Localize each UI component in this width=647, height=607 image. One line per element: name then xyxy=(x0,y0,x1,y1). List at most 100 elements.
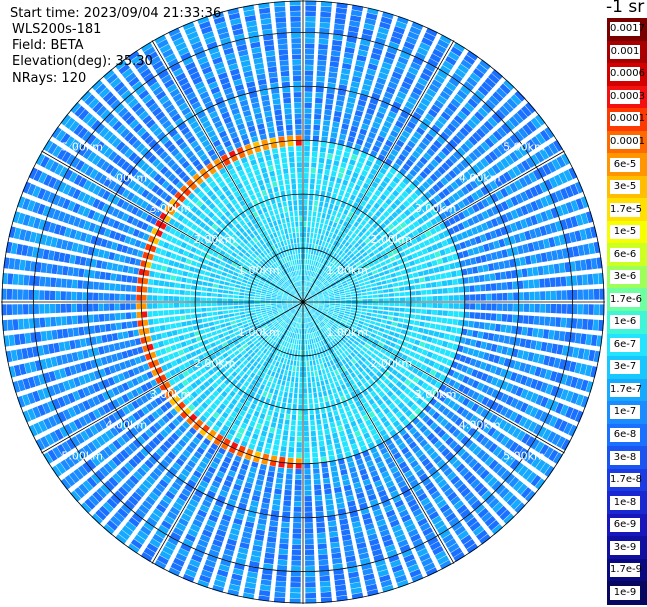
range-gate xyxy=(500,435,510,446)
range-gate xyxy=(366,136,374,144)
range-gate xyxy=(351,75,362,83)
range-gate xyxy=(46,330,53,341)
range-gate xyxy=(399,230,407,237)
range-gate xyxy=(421,335,428,341)
range-gate xyxy=(588,289,594,300)
range-gate xyxy=(373,298,379,302)
range-gate xyxy=(304,86,313,92)
range-gate xyxy=(267,392,273,399)
range-gate xyxy=(364,113,373,121)
range-gate xyxy=(472,68,485,79)
range-gate xyxy=(416,226,424,234)
range-gate xyxy=(309,282,313,288)
range-gate xyxy=(425,394,433,403)
range-gate xyxy=(374,210,382,218)
range-gate xyxy=(306,270,308,276)
range-gate xyxy=(360,219,367,227)
range-gate xyxy=(311,308,316,313)
range-gate xyxy=(273,366,278,372)
range-gate xyxy=(385,198,393,206)
range-gate xyxy=(340,304,346,307)
range-gate xyxy=(450,270,457,278)
range-gate xyxy=(304,291,307,297)
range-gate xyxy=(321,229,326,236)
range-gate xyxy=(318,307,324,310)
range-gate xyxy=(303,425,309,432)
range-gate xyxy=(421,391,429,400)
range-gate xyxy=(395,120,404,129)
range-gate xyxy=(448,379,456,387)
range-gate xyxy=(94,325,101,334)
range-gate xyxy=(305,344,308,351)
range-gate xyxy=(304,442,310,448)
range-gate xyxy=(385,139,394,148)
range-gate xyxy=(402,163,411,172)
range-gate xyxy=(453,295,459,301)
range-gate xyxy=(474,111,485,122)
range-gate xyxy=(484,154,494,165)
range-gate xyxy=(187,326,194,332)
range-gate xyxy=(320,277,325,282)
range-gate xyxy=(356,179,364,187)
range-gate xyxy=(304,54,314,60)
range-gate xyxy=(376,32,388,40)
range-gate xyxy=(292,349,296,355)
range-gate xyxy=(371,286,378,291)
range-gate xyxy=(304,65,314,71)
range-gate xyxy=(186,320,193,326)
range-gate xyxy=(531,136,542,148)
range-gate xyxy=(329,303,335,306)
range-gate xyxy=(303,286,305,292)
range-gate xyxy=(413,244,421,251)
range-gate xyxy=(292,403,297,410)
range-gate xyxy=(436,95,447,105)
range-gate xyxy=(518,447,528,459)
range-gate xyxy=(389,244,396,251)
range-gate xyxy=(334,415,341,422)
range-gate xyxy=(322,271,327,277)
range-gate xyxy=(372,290,378,295)
range-gate xyxy=(440,111,451,121)
range-gate xyxy=(462,346,469,354)
range-gate xyxy=(240,314,246,319)
range-gate xyxy=(491,113,502,124)
range-gate xyxy=(311,292,317,297)
range-gate xyxy=(346,36,357,44)
range-gate xyxy=(309,194,314,201)
range-gate xyxy=(279,543,289,550)
range-gate xyxy=(409,285,416,290)
range-gate xyxy=(265,362,271,369)
range-gate xyxy=(208,321,215,327)
range-gate xyxy=(338,243,344,250)
range-gate xyxy=(141,311,148,318)
range-gate xyxy=(367,302,373,306)
range-gate xyxy=(307,304,313,307)
range-gate xyxy=(307,305,312,309)
range-gate xyxy=(356,216,363,224)
range-gate xyxy=(367,298,373,302)
range-gate xyxy=(255,405,262,413)
range-gate xyxy=(276,472,284,479)
range-gate xyxy=(429,398,438,406)
range-gate xyxy=(519,338,527,348)
range-gate xyxy=(315,222,320,229)
range-gate xyxy=(366,288,372,292)
range-gate xyxy=(329,319,335,324)
range-gate xyxy=(379,167,387,175)
range-gate xyxy=(171,329,178,336)
range-gate xyxy=(344,146,352,153)
range-gate xyxy=(321,288,327,293)
range-gate xyxy=(555,387,564,399)
range-gate xyxy=(330,50,341,57)
range-gate xyxy=(307,270,310,276)
range-gate xyxy=(291,371,296,377)
range-gate xyxy=(303,350,306,356)
range-gate xyxy=(420,97,431,107)
range-gate xyxy=(356,302,362,305)
range-gate xyxy=(440,177,449,186)
range-gate xyxy=(375,335,382,341)
range-gate xyxy=(335,241,341,248)
range-gate xyxy=(448,389,457,398)
range-gate xyxy=(530,392,539,404)
range-gate xyxy=(281,380,286,386)
